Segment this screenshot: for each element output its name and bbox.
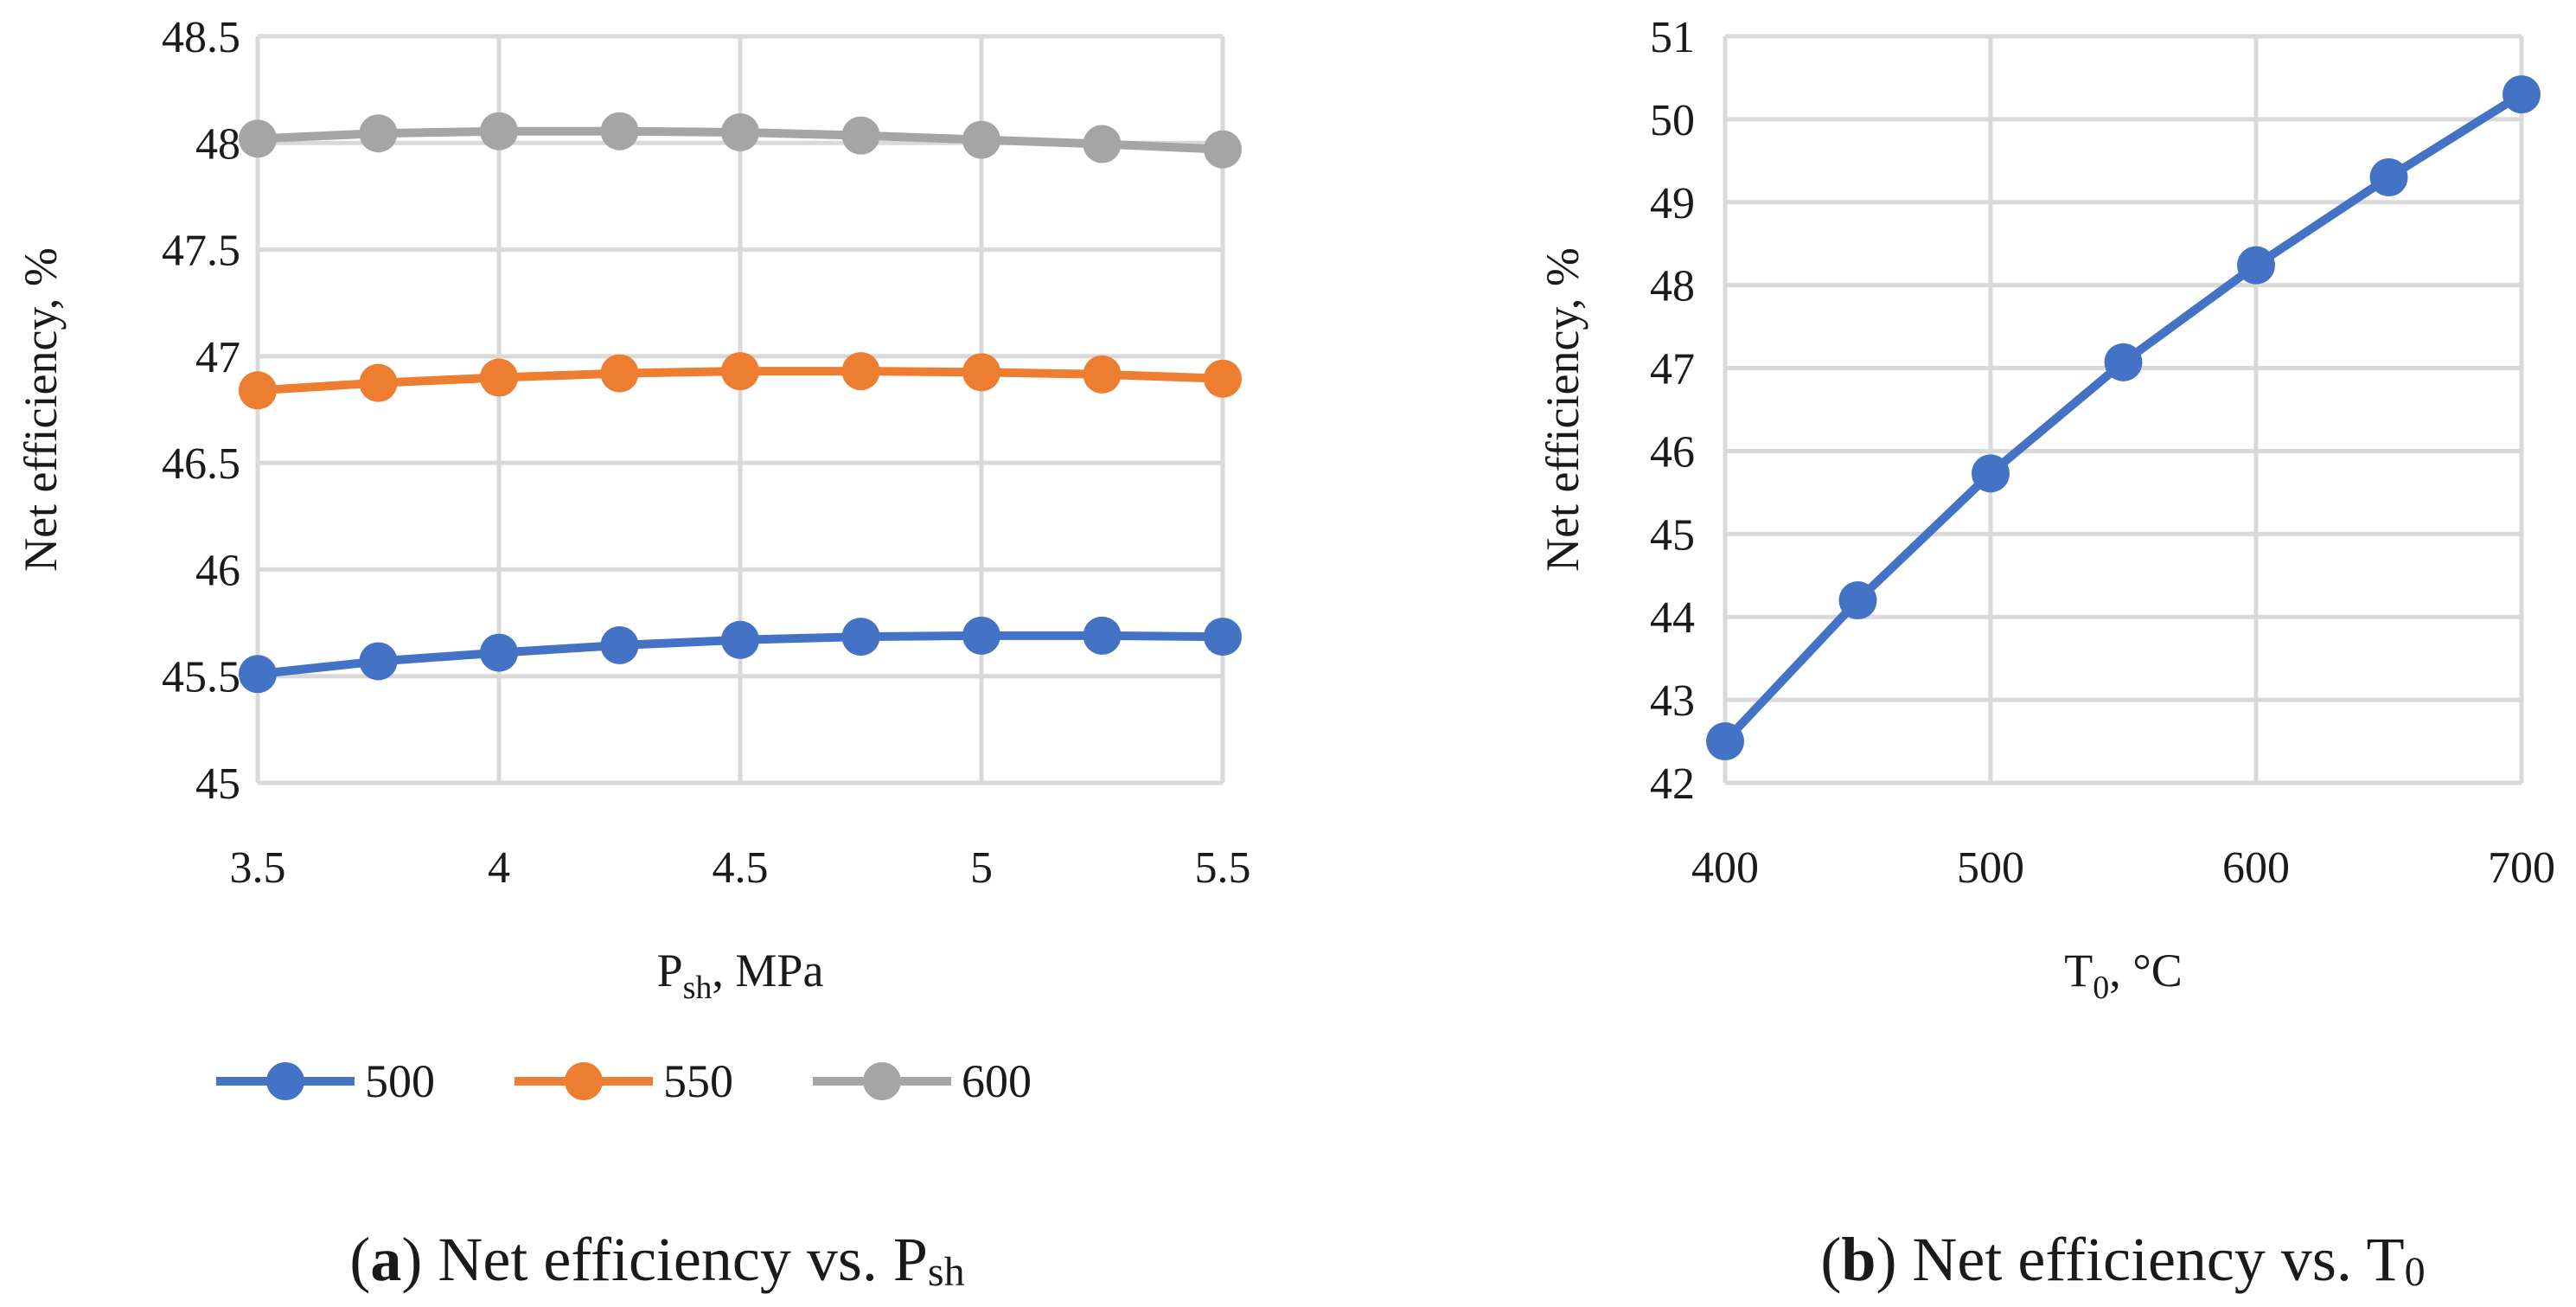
x-tick-label: 5.5 [1195, 843, 1251, 893]
data-point [1204, 359, 1242, 398]
data-point [2369, 158, 2408, 197]
x-axis-label: Psh, MPa [657, 945, 824, 1006]
y-tick-label: 45 [1650, 510, 1695, 560]
legend-swatch-marker [863, 1062, 901, 1100]
legend-swatch-marker [565, 1062, 603, 1100]
x-tick-label: 700 [2488, 843, 2555, 893]
data-point [962, 353, 1000, 392]
legend-swatch-marker [266, 1062, 304, 1100]
data-point [480, 633, 518, 672]
data-point [1972, 454, 2010, 493]
data-point [600, 112, 639, 151]
x-tick-label: 600 [2222, 843, 2290, 893]
data-point [841, 116, 880, 155]
series-line-net-efficiency [1721, 90, 2526, 746]
x-tick-label: 3.5 [230, 843, 286, 893]
data-point [962, 120, 1000, 159]
data-point [239, 655, 277, 694]
legend-label: 550 [663, 1055, 733, 1107]
x-tick-label: 5 [970, 843, 993, 893]
legend-label: 600 [962, 1055, 1032, 1107]
data-point [1706, 722, 1744, 761]
data-point [480, 112, 518, 151]
x-tick-label: 4 [488, 843, 510, 893]
y-tick-label: 44 [1650, 593, 1695, 643]
y-tick-label: 50 [1650, 96, 1695, 145]
y-tick-label: 45.5 [162, 653, 240, 702]
y-tick-label: 42 [1650, 759, 1695, 809]
legend-label: 500 [365, 1055, 435, 1107]
data-point [962, 616, 1000, 655]
x-axis-label: T0, °C [2064, 945, 2183, 1006]
y-tick-label: 45 [195, 759, 240, 809]
data-point [2237, 246, 2275, 285]
data-point [1204, 130, 1242, 169]
x-tick-label: 500 [1957, 843, 2024, 893]
data-point [721, 620, 759, 659]
data-point [841, 352, 880, 391]
data-point [841, 618, 880, 657]
y-tick-label: 48 [195, 119, 240, 169]
y-tick-label: 48 [1650, 262, 1695, 311]
chart-panel-a: 45 45.5 46 46.5 47 47.5 48 48.5 3.5 4 4.5 5 5.5 Net e… [15, 13, 1251, 1295]
y-tick-label: 43 [1650, 676, 1695, 726]
y-tick-label: 47 [195, 333, 240, 382]
caption: (b) Net efficiency vs. T0 [1820, 1225, 2425, 1295]
y-tick-label: 48.5 [162, 13, 240, 62]
data-point [1083, 125, 1122, 163]
data-point [239, 371, 277, 410]
data-point [239, 119, 277, 158]
data-point [359, 114, 398, 153]
data-point [721, 352, 759, 391]
data-point [2104, 343, 2143, 381]
y-tick-label: 46.5 [162, 439, 240, 489]
data-point [1083, 616, 1122, 655]
data-point [359, 642, 398, 681]
chart-panel-b: 42 43 44 45 46 47 48 49 50 51 400 500 600 700 Net effi… [1537, 13, 2555, 1295]
data-point [359, 363, 398, 402]
data-point [1083, 355, 1122, 394]
y-axis-label: Net efficiency, % [15, 247, 67, 572]
y-tick-label: 47 [1650, 345, 1695, 394]
y-tick-label: 49 [1650, 179, 1695, 228]
data-point [600, 354, 639, 393]
data-point [1204, 618, 1242, 657]
data-point [721, 112, 759, 151]
y-axis-label: Net efficiency, % [1537, 247, 1588, 572]
data-point [2502, 75, 2541, 114]
y-tick-label: 46 [1650, 427, 1695, 477]
y-tick-label: 47.5 [162, 227, 240, 276]
y-tick-label: 51 [1650, 13, 1695, 62]
data-point [1838, 581, 1877, 620]
data-point [480, 358, 518, 397]
data-point [600, 625, 639, 664]
caption: (a) Net efficiency vs. Psh [349, 1225, 964, 1295]
x-tick-label: 400 [1691, 843, 1759, 893]
x-tick-label: 4.5 [713, 843, 769, 893]
y-tick-label: 46 [195, 546, 240, 595]
